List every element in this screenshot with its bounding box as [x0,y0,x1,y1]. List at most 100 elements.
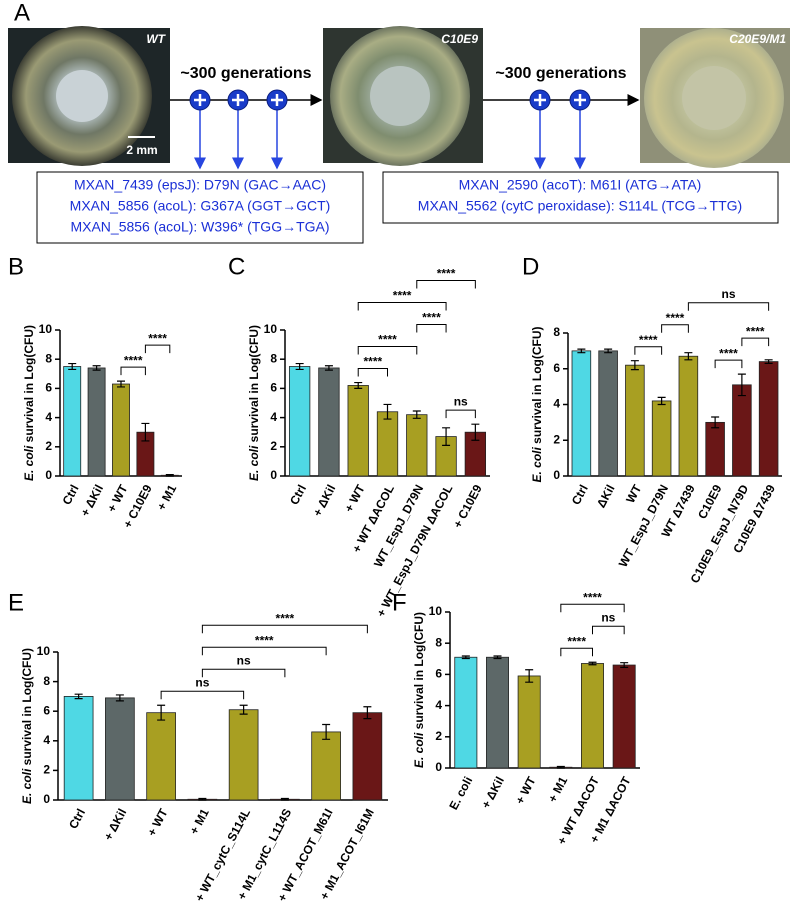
significance-label: **** [666,311,685,325]
significance-label: **** [583,590,602,604]
error-bar [711,416,720,429]
error-bar [280,797,289,801]
error-bar [324,365,333,371]
x-tick-label: ΔKil [594,482,618,510]
error-bar [157,704,166,721]
error-bar [295,362,304,371]
bar [105,697,135,801]
panel-label: F [392,589,407,616]
panel-label: B [8,253,24,280]
y-axis-label: E. coli survival in Log(CFU) [22,325,36,481]
significance-bracket [661,324,689,333]
mutation-box [382,171,779,224]
x-tick-label: + ΔKil [479,774,507,810]
bar [228,709,259,801]
strain-label: WT [146,32,166,46]
y-tick-label: 6 [435,667,442,681]
y-tick-label: 6 [553,361,560,375]
plus [194,94,206,106]
significance-bracket [416,324,447,333]
significance-label: **** [148,331,167,345]
error-bar [556,765,565,769]
plus [232,94,244,106]
significance-label: ns [454,394,468,408]
significance-bracket [634,346,663,355]
panel-label: A [14,0,30,26]
x-tick-label: Ctrl [287,482,309,507]
significance-label: **** [378,333,397,347]
significance-label: ns [601,610,615,624]
bar [347,385,369,477]
y-tick-label: 10 [429,604,443,618]
y-tick-label: 2 [43,763,50,777]
error-bar [322,723,331,740]
y-axis-label-text: survival in Log(CFU) [20,648,34,765]
x-tick-label: + ΔKil [78,482,106,518]
significance-label: **** [124,353,143,367]
x-tick-label: Ctrl [60,482,82,507]
y-tick-label: 8 [43,674,50,688]
y-tick-label: 0 [435,760,442,774]
significance-bracket [592,625,625,635]
error-bar [525,669,534,683]
y-axis-label-text: survival in Log(CFU) [247,325,261,442]
y-tick-label: 2 [553,432,560,446]
y-tick-label: 4 [553,397,560,411]
y-axis-label: E. coli survival in Log(CFU) [20,648,34,804]
bar [318,367,340,477]
significance-label: **** [364,355,383,369]
bar [288,366,311,477]
bar [651,400,672,477]
y-tick-label: 2 [270,439,277,453]
x-tick-label: + M1 [187,806,212,837]
x-tick-label: + WT [342,482,368,515]
error-bar [115,694,124,702]
bar [406,414,428,477]
error-bar [239,704,248,715]
error-bar [461,655,470,660]
error-bar [737,373,746,397]
y-axis-label-text: survival in Log(CFU) [22,325,36,442]
bar [598,350,618,477]
colony-center [56,70,108,122]
mutation: MXAN_5562 (cytC peroxidase): S114L (TCG→… [418,198,742,214]
significance-bracket [160,690,245,700]
bar [612,664,636,769]
significance-bracket [357,302,447,311]
significance-bracket [201,646,327,656]
colony-center [682,66,746,130]
y-axis-label-italic: E. coli [22,445,36,481]
step-label: ~300 generations [180,65,311,82]
y-axis-label: E. coli survival in Log(CFU) [412,612,426,768]
panel-label: D [522,253,539,280]
significance-bracket [144,344,171,354]
y-tick-label: 2 [435,729,442,743]
y-tick-label: 6 [43,703,50,717]
y-tick-label: 0 [553,468,560,482]
y-axis-label-italic: E. coli [20,768,34,804]
x-tick-label: WT [623,482,644,506]
significance-label: ns [237,653,251,667]
error-bar [588,661,597,666]
bar-chart: D 0 2 4 6 8 E. coli survival in Log(CFU) Ctrl ΔK… [522,253,782,585]
y-tick-label: 8 [553,325,560,339]
mutation: MXAN_5856 (acoL): G367A (GGT→GCT) [70,198,331,214]
x-tick-label: + M1 [545,774,570,805]
x-tick-label: Ctrl [569,482,591,507]
error-bar [198,797,207,801]
x-tick-label: + WT [145,806,171,839]
error-bar [117,380,125,388]
x-tick-label: + M1 [154,482,179,513]
significance-label: **** [746,324,765,338]
error-bar [442,427,451,446]
y-tick-label: 8 [45,351,52,365]
colony-center [370,66,430,126]
error-bar [354,381,363,389]
significance-label: **** [719,346,738,360]
bar [486,656,509,769]
y-axis-label: E. coli survival in Log(CFU) [530,326,544,482]
error-bar [604,348,613,354]
mutation-markers [189,89,591,170]
